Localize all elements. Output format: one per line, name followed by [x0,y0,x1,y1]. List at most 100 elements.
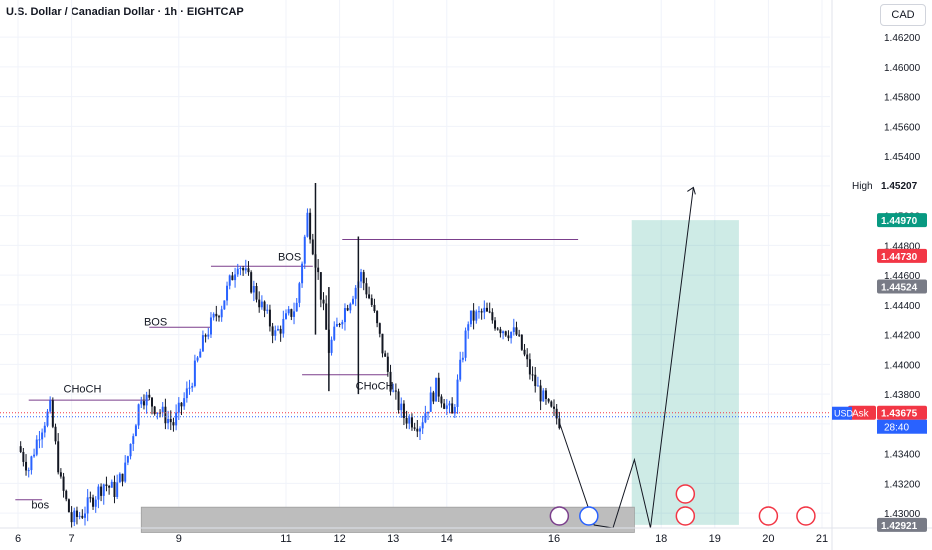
y-tick-label: 1.44200 [884,331,921,342]
candle-body [239,268,242,270]
candle-body [389,371,392,392]
candle-body [172,422,175,426]
candle-body [416,428,419,432]
candle-body [319,272,322,300]
level-price-label-bg [877,279,927,294]
candle-body [504,331,507,336]
annotations: bos CHoCH BOS BOS CHoCH [31,251,393,511]
candle-body [62,476,65,491]
candle-body [349,303,352,311]
x-tick-label: 12 [333,533,345,545]
candle-body [467,324,470,331]
currency-button[interactable]: CAD [880,4,926,26]
candle-body [38,439,41,441]
candle-body [231,275,234,281]
candle-body [78,515,81,517]
candle-body [352,298,354,304]
candle-body [472,310,475,321]
candle-body [491,312,494,321]
candle-body [290,309,293,317]
candle-body [169,418,172,423]
candle-body [542,390,545,402]
candle-body [223,300,226,310]
candle-body [108,486,111,488]
candle-body [410,417,413,428]
candle-body [129,443,132,457]
candle-body [394,390,397,392]
candle-body [105,484,108,487]
bottom-price-label: 1.42921 [881,521,918,532]
candle-body [477,311,480,313]
ca-flag-event-icon[interactable] [675,484,696,504]
us-flag-event-icon[interactable] [579,506,599,526]
candle-body [33,454,36,457]
candle-body [81,515,84,518]
candle-body [161,406,164,413]
candle-body [480,311,483,313]
x-tick-label: 18 [655,533,667,545]
candle-body [544,390,547,399]
candle-body [553,406,555,409]
candle-body [260,301,263,308]
bottom-price-label-bg [877,517,927,532]
candle-body [49,400,52,412]
candle-body [445,405,448,409]
flash-event-icon[interactable] [549,506,570,526]
x-tick-label: 13 [387,533,399,545]
ask-price-label-bg [877,405,927,420]
x-axis[interactable]: 6 7 9 11 12 13 14 16 18 19 20 21 [15,533,828,545]
candle-body [124,462,127,482]
target-price-label: 1.44970 [881,216,918,227]
x-tick-label: 20 [762,533,774,545]
candle-body [180,402,183,407]
candle-body [191,386,194,388]
candle-body [333,326,336,340]
candle-body [502,331,505,334]
x-tick-label: 14 [441,533,453,545]
candle-body [365,283,368,295]
candle-body [75,510,78,517]
candle-body [110,481,113,488]
us-flag-event-icon[interactable] [796,506,816,526]
candle-body [118,473,121,483]
candle-body [547,398,550,402]
candle-body [209,317,212,335]
candle-body [451,403,454,414]
candle-body [276,328,279,331]
candle-body [151,397,153,407]
candle-body [199,351,202,358]
candle-body [236,268,239,275]
candle-body [73,510,76,523]
candle-body [145,394,148,406]
us-flag-event-icon[interactable] [675,506,696,526]
candle-body [65,490,68,500]
candle-body [215,313,218,317]
bid-price-label: 1.44730 [881,252,918,263]
us-flag-event-icon[interactable] [758,506,779,526]
candle-body [413,427,416,429]
candle-body [156,412,159,414]
usd-tag-bg [832,406,852,420]
candle-body [137,404,140,426]
candle-body [335,323,338,327]
candle-body [57,441,60,473]
candle-body [539,385,542,402]
event-markers[interactable] [549,484,816,526]
candle-body [266,309,269,311]
candle-body [309,212,312,240]
candle-body [429,392,432,412]
candle-body [244,268,247,271]
candle-body [116,482,119,497]
candle-body [405,417,408,424]
y-tick-label: 1.43000 [884,509,921,520]
candle-body [177,402,180,413]
candle-body [148,394,151,398]
candle-body [427,411,430,414]
candle-body [453,406,456,414]
candle-body [343,308,346,323]
candle-body [242,268,245,271]
countdown-label: 28:40 [884,423,909,434]
ask-price-label: 1.43675 [881,409,918,420]
